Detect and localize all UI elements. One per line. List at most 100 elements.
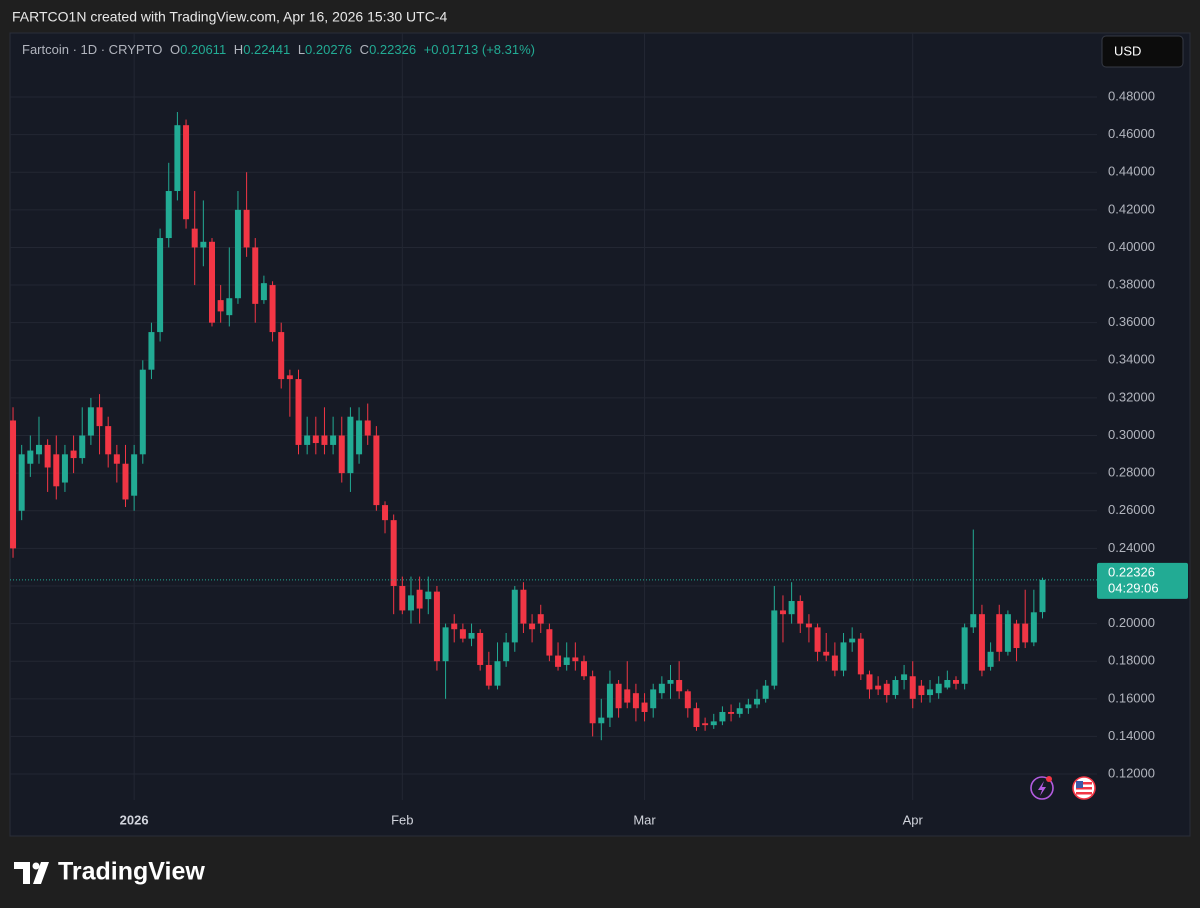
candle-body xyxy=(944,680,951,688)
candle-body xyxy=(451,623,458,630)
candle-body xyxy=(286,375,293,380)
candle-body xyxy=(667,680,674,684)
candle-body xyxy=(61,454,68,483)
legend-label: H xyxy=(234,42,243,57)
candle-body xyxy=(805,623,812,628)
candle-body xyxy=(710,721,717,726)
candle-body xyxy=(18,454,25,511)
candle-body xyxy=(935,683,942,694)
candle-body xyxy=(537,614,544,624)
y-tick-label: 0.24000 xyxy=(1108,540,1155,555)
legend-symbol: Fartcoin · 1D · CRYPTO xyxy=(22,42,162,57)
y-tick-label: 0.48000 xyxy=(1108,88,1155,103)
candle-body xyxy=(892,680,899,696)
y-tick-label: 0.26000 xyxy=(1108,502,1155,517)
flag-stripe xyxy=(1076,782,1092,785)
y-tick-label: 0.40000 xyxy=(1108,239,1155,254)
candle-body xyxy=(174,125,181,192)
logo-mark xyxy=(14,862,49,884)
candle-body xyxy=(883,683,890,696)
flag-stripe xyxy=(1076,787,1092,790)
y-tick-label: 0.44000 xyxy=(1108,164,1155,179)
candle-body xyxy=(580,661,587,677)
candle-body xyxy=(113,454,120,464)
candle-body xyxy=(693,708,700,728)
candle-body xyxy=(927,689,934,696)
candle-body xyxy=(105,426,112,455)
candle-body xyxy=(10,420,17,549)
candle-body xyxy=(520,589,527,624)
candle-body xyxy=(771,610,778,686)
candle-body xyxy=(952,680,959,684)
x-tick-label: Feb xyxy=(391,812,413,827)
candle-body xyxy=(658,683,665,694)
y-tick-label: 0.18000 xyxy=(1108,653,1155,668)
candle-body xyxy=(35,444,42,455)
candle-body xyxy=(330,435,337,445)
candle-body xyxy=(615,683,622,709)
y-tick-label: 0.20000 xyxy=(1108,615,1155,630)
candle-body xyxy=(468,632,475,639)
y-tick-label: 0.38000 xyxy=(1108,276,1155,291)
candle-body xyxy=(918,685,925,696)
candle-body xyxy=(961,627,968,684)
candle-body xyxy=(901,674,908,681)
currency-label[interactable]: USD xyxy=(1114,43,1141,58)
candle-body xyxy=(1004,614,1011,652)
candle-body xyxy=(226,298,233,316)
candle-body xyxy=(702,723,709,726)
candle-body xyxy=(779,610,786,615)
candle-body xyxy=(866,674,873,690)
y-tick-label: 0.30000 xyxy=(1108,427,1155,442)
y-tick-label: 0.32000 xyxy=(1108,389,1155,404)
candle-body xyxy=(148,332,155,370)
candle-body xyxy=(996,614,1003,652)
candle-body xyxy=(606,683,613,718)
candle-body xyxy=(70,450,77,459)
candle-body xyxy=(209,241,216,323)
candle-body xyxy=(736,708,743,714)
y-tick-label: 0.42000 xyxy=(1108,201,1155,216)
candle-body xyxy=(399,585,406,611)
flag-canton xyxy=(1076,781,1083,788)
candle-body xyxy=(728,711,735,714)
y-tick-label: 0.36000 xyxy=(1108,314,1155,329)
x-tick-label: Mar xyxy=(633,812,656,827)
candle-body xyxy=(269,285,276,333)
x-tick-label: 2026 xyxy=(120,812,149,827)
candle-body xyxy=(875,685,882,690)
candle-body xyxy=(1013,623,1020,649)
candle-body xyxy=(719,711,726,722)
lightning-icon[interactable] xyxy=(1030,776,1054,800)
candle-body xyxy=(857,638,864,675)
candle-body xyxy=(425,591,432,600)
plot-area xyxy=(9,32,1191,837)
candle-body xyxy=(1039,579,1046,613)
candle-body xyxy=(797,601,804,624)
candle-body xyxy=(44,444,51,468)
candle-body xyxy=(122,463,129,500)
candle-body xyxy=(485,664,492,686)
candle-body xyxy=(157,238,164,333)
candles xyxy=(10,112,1046,741)
legend-value: 0.20276 xyxy=(305,42,352,57)
candle-body xyxy=(304,435,311,445)
candle-body xyxy=(987,651,994,667)
candle-body xyxy=(416,589,423,609)
currency-button[interactable] xyxy=(1101,35,1184,68)
candle-body xyxy=(511,589,518,643)
candle-body xyxy=(390,520,397,586)
candle-body xyxy=(1022,623,1029,643)
candle-body xyxy=(641,702,648,712)
candle-body xyxy=(459,629,466,639)
candle-body xyxy=(347,416,354,474)
candle-body xyxy=(183,125,190,220)
legend-label: O xyxy=(170,42,180,57)
candle-body xyxy=(364,420,371,436)
candle-body xyxy=(676,680,683,692)
candle-body xyxy=(191,228,198,248)
brand: TradingView xyxy=(58,858,205,886)
